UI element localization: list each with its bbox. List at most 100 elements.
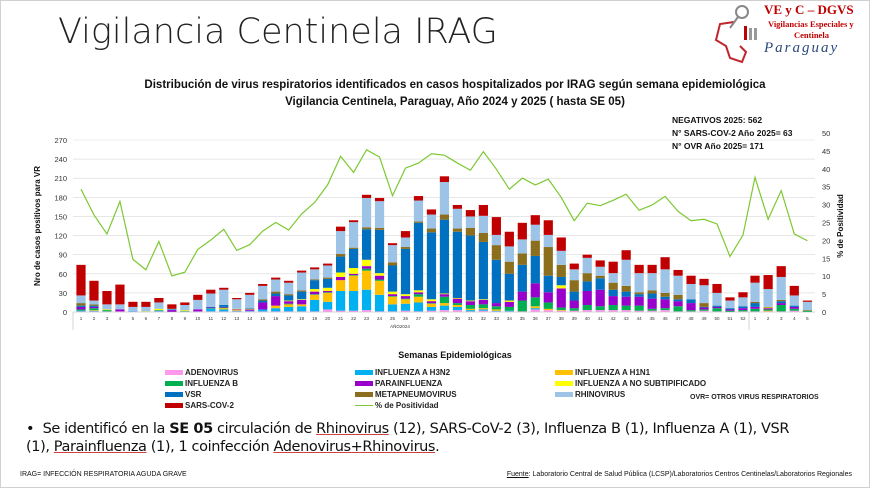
chart: 0306090120150180210240270051015202530354… — [33, 129, 845, 330]
bar-segment — [582, 310, 592, 312]
bar-segment — [323, 263, 333, 266]
y2-tick-label: 50 — [822, 129, 830, 138]
bar-segment — [76, 303, 86, 306]
bar-segment — [206, 289, 216, 294]
bar-segment — [530, 283, 540, 298]
bar-segment — [595, 306, 605, 311]
bar-segment — [154, 310, 164, 312]
bar-segment — [530, 309, 540, 312]
legend-swatch — [165, 370, 183, 375]
bar-segment — [193, 294, 203, 300]
bar-segment — [750, 282, 760, 302]
bar-segment — [400, 303, 411, 311]
bar-segment — [452, 303, 463, 305]
bar-segment — [595, 266, 605, 276]
bar-segment — [776, 303, 786, 305]
bar-segment — [621, 250, 631, 260]
x-tick-label: 5 — [806, 316, 809, 321]
legend-swatch — [355, 392, 373, 397]
x-tick-label: 26 — [403, 316, 409, 321]
x-tick-label: 24 — [377, 316, 383, 321]
legend-label: INFLUENZA A H3N2 — [375, 368, 451, 377]
bar-segment — [595, 289, 605, 307]
bar-segment — [621, 296, 631, 306]
bar-segment — [647, 298, 657, 309]
bar-segment — [310, 267, 320, 270]
x-tick-label: 15 — [260, 316, 266, 321]
bar-segment — [763, 289, 773, 307]
bar-segment — [284, 280, 294, 283]
bar-segment — [193, 299, 203, 310]
bar-segment — [348, 275, 359, 291]
y2-tick-label: 0 — [822, 308, 826, 317]
x-tick-label: 41 — [598, 316, 604, 321]
bar-segment — [374, 197, 385, 202]
x-tick-label: 27 — [416, 316, 422, 321]
bar-segment — [76, 309, 86, 311]
x-tick-label: 11 — [208, 316, 213, 321]
bar-segment — [426, 303, 437, 304]
bar-segment — [530, 215, 540, 225]
bar-segment — [517, 253, 527, 265]
bar-segment — [763, 311, 773, 312]
bar-segment — [271, 277, 281, 280]
legend-item: INFLUENZA A NO SUBTIPIFICADO — [555, 379, 706, 388]
x-tick-label: 43 — [624, 316, 630, 321]
bar-segment — [673, 275, 683, 295]
bar-segment — [517, 239, 527, 254]
legend-item: SARS-COV-2 — [165, 401, 234, 410]
legend-item: PARAINFLUENZA — [355, 379, 442, 388]
bar-segment — [763, 310, 773, 312]
summary-text: Se identificó en la — [42, 421, 170, 437]
bar-segment — [465, 235, 475, 301]
bar-segment — [89, 280, 99, 301]
bar-segment — [452, 304, 463, 307]
x-tick-label: 51 — [727, 316, 733, 321]
y-tick-label: 270 — [54, 136, 67, 145]
bar-segment — [725, 297, 735, 301]
bar-segment — [76, 310, 86, 312]
bar-segment — [297, 306, 307, 312]
bar-segment — [310, 279, 320, 281]
bar-segment — [323, 292, 333, 302]
x-tick-label: 35 — [520, 316, 526, 321]
x-tick-label: 25 — [390, 316, 396, 321]
bar-segment — [348, 310, 359, 312]
bar-segment — [154, 302, 164, 309]
bar-segment — [543, 302, 553, 309]
bar-segment — [660, 299, 670, 309]
bar-segment — [647, 273, 657, 291]
x-tick-label: 34 — [507, 316, 513, 321]
note-sars: N° SARS-COV-2 Año 2025= 63 — [672, 128, 793, 138]
bar-segment — [543, 310, 553, 312]
bar-segment — [439, 176, 450, 183]
footer-source-text: : Laboratorio Central de Salud Pública (… — [528, 471, 852, 478]
bar-segment — [258, 285, 268, 300]
bar-segment — [673, 299, 683, 302]
logo-line4: Paraguay — [764, 40, 840, 56]
bar-segment — [413, 292, 424, 295]
bar-segment — [245, 308, 255, 309]
bar-segment — [465, 227, 475, 236]
bar-segment — [776, 299, 786, 302]
bar-segment — [738, 308, 748, 311]
x-tick-label: 33 — [494, 316, 500, 321]
x-tick-label: 23 — [364, 316, 370, 321]
footer-irag: IRAG= INFECCIÓN RESPIRATORIA AGUDA GRAVE — [20, 471, 187, 478]
bar-segment — [556, 307, 566, 311]
bar-segment — [361, 310, 372, 312]
bar-segment — [310, 294, 320, 295]
bar-segment — [400, 248, 411, 295]
x-tick-label: 8 — [171, 316, 174, 321]
bar-segment — [271, 305, 281, 309]
bar-segment — [763, 275, 773, 290]
bar-segment — [712, 306, 722, 309]
bar-segment — [323, 309, 333, 312]
ovr-note: OVR= OTROS VIRUS RESPIRATORIOS — [690, 394, 819, 401]
bar-segment — [348, 247, 359, 249]
bar-segment — [530, 308, 540, 310]
bar-segment — [206, 306, 216, 308]
bar-segment — [556, 237, 566, 251]
bar-segment — [465, 304, 475, 309]
footer-source: Fuente: Laboratorio Central de Salud Púb… — [507, 471, 852, 478]
